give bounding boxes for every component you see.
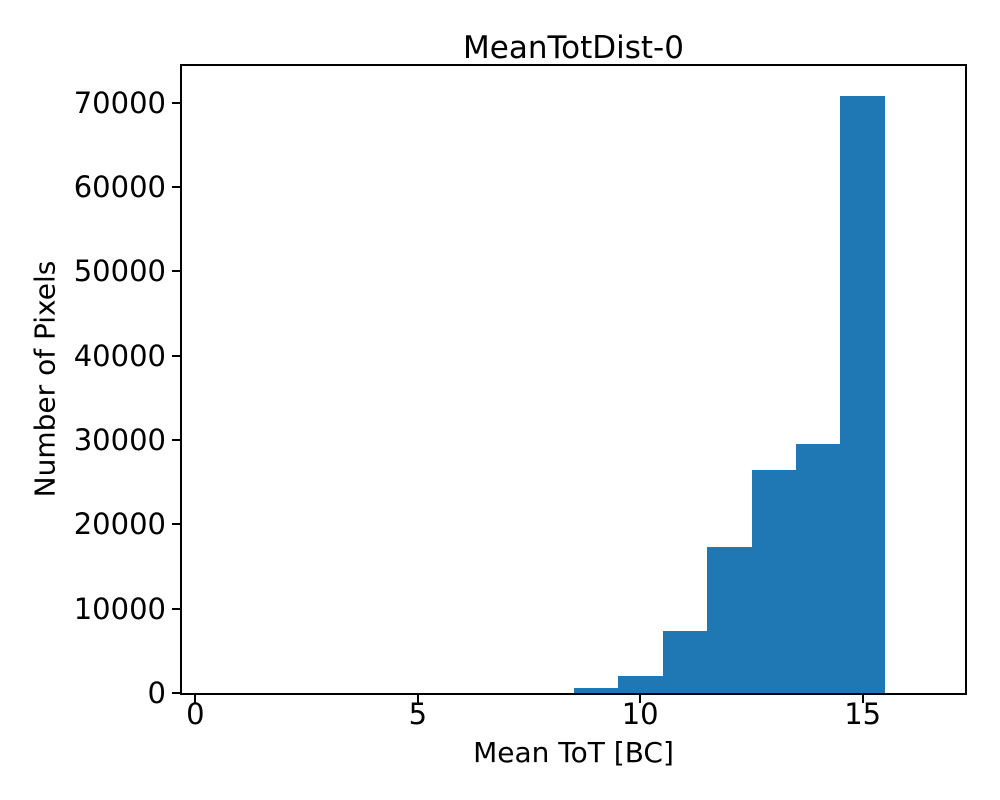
y-tick-mark bbox=[172, 523, 180, 526]
x-tick-label: 10 bbox=[621, 697, 659, 731]
histogram-bar bbox=[662, 631, 707, 693]
histogram-bar bbox=[840, 95, 885, 693]
y-tick-mark bbox=[172, 439, 180, 441]
x-axis-label: Mean ToT [BC] bbox=[473, 736, 674, 769]
x-tick-label: 0 bbox=[186, 697, 205, 731]
x-tick-label: 15 bbox=[844, 697, 882, 731]
histogram-bar bbox=[707, 547, 752, 693]
histogram-bar bbox=[573, 687, 618, 693]
y-tick-label: 0 bbox=[147, 676, 166, 710]
histogram-bar bbox=[751, 470, 796, 693]
y-tick-label: 70000 bbox=[73, 85, 166, 120]
histogram-bar bbox=[795, 444, 841, 693]
y-tick-label: 10000 bbox=[73, 591, 166, 626]
y-tick-label: 30000 bbox=[73, 423, 166, 457]
y-tick-label: 40000 bbox=[73, 338, 166, 373]
x-tick-mark bbox=[861, 695, 864, 703]
y-tick-label: 60000 bbox=[73, 169, 166, 204]
y-tick-mark bbox=[172, 185, 180, 188]
x-tick-mark bbox=[639, 695, 642, 703]
histogram-bar bbox=[618, 676, 663, 693]
y-tick-mark bbox=[172, 607, 180, 610]
x-tick-mark bbox=[416, 695, 419, 703]
x-tick-label: 5 bbox=[408, 697, 428, 731]
y-tick-mark bbox=[172, 692, 180, 694]
y-axis-label: Number of Pixels bbox=[28, 260, 62, 498]
chart-title: MeanTotDist-0 bbox=[463, 30, 684, 66]
y-tick-mark bbox=[172, 354, 180, 357]
x-tick-mark bbox=[194, 695, 197, 703]
y-tick-label: 50000 bbox=[73, 254, 166, 289]
y-tick-mark bbox=[172, 101, 180, 104]
y-tick-label: 20000 bbox=[73, 507, 166, 542]
y-tick-mark bbox=[172, 270, 180, 273]
